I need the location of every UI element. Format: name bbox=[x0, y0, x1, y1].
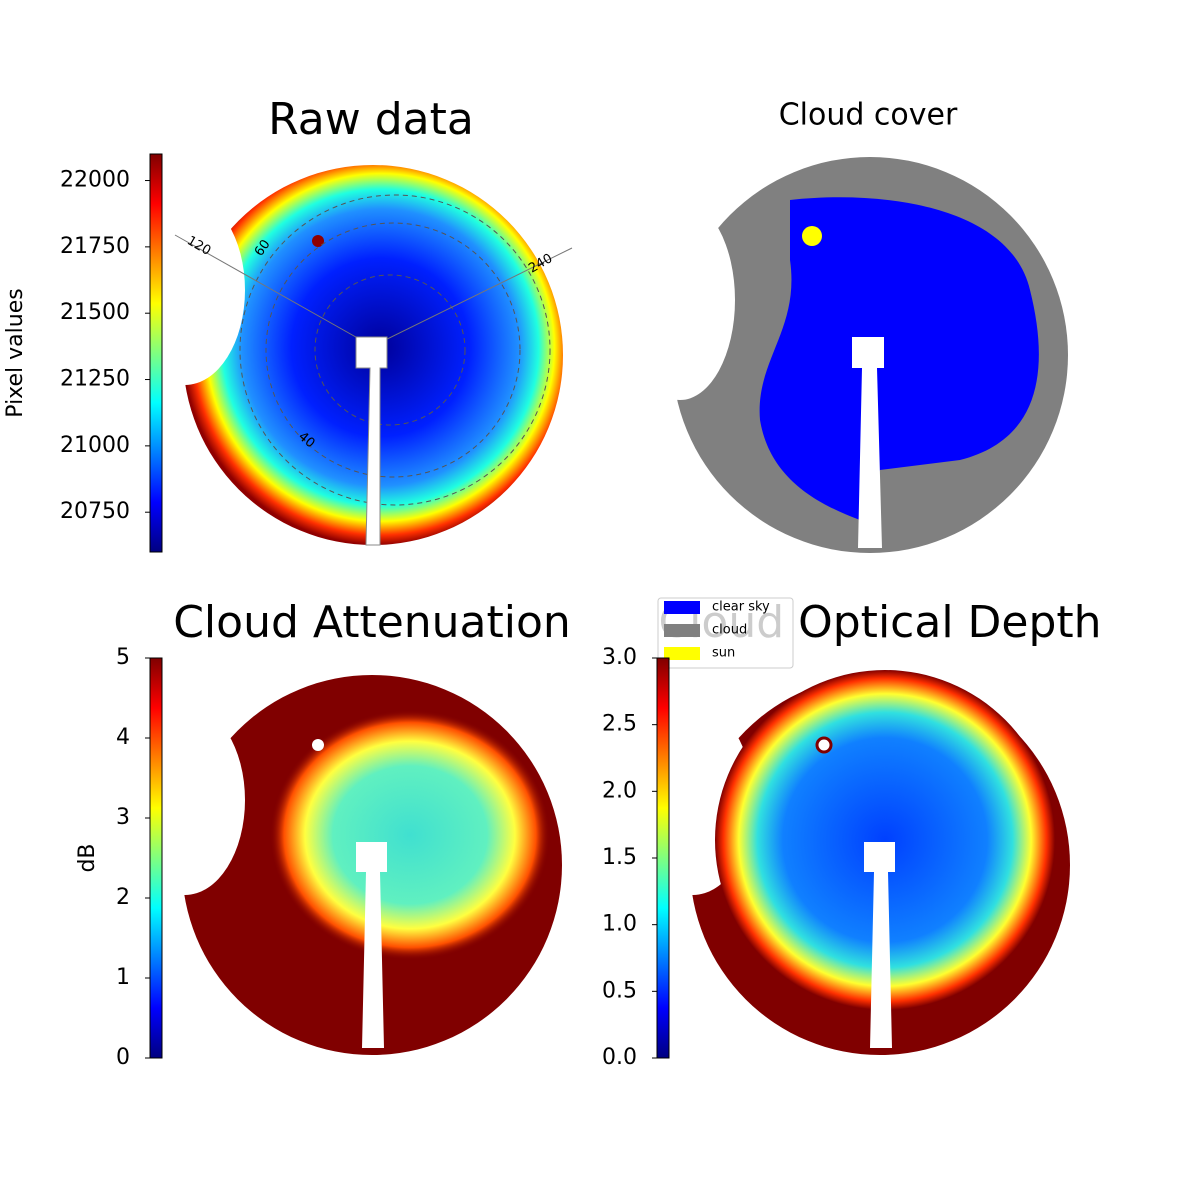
tick-label: 3.0 bbox=[602, 645, 637, 670]
tick-label: 0 bbox=[116, 1045, 130, 1070]
chart-title: Cloud cover bbox=[779, 98, 958, 133]
colorbar-label: Pixel values bbox=[3, 288, 28, 417]
tick-label: 0.5 bbox=[602, 978, 637, 1003]
optical-depth-image bbox=[633, 670, 1070, 1055]
legend-swatch bbox=[664, 647, 700, 660]
legend-label: cloud bbox=[712, 623, 747, 638]
tick-label: 0.0 bbox=[602, 1045, 637, 1070]
tick-label: 22000 bbox=[60, 168, 130, 193]
colorbar bbox=[656, 657, 670, 1059]
tick-label: 21250 bbox=[60, 367, 130, 392]
tick-label: 1 bbox=[116, 965, 130, 990]
tick-label: 21000 bbox=[60, 433, 130, 458]
raw-image: 120 60 240 40 bbox=[125, 165, 573, 546]
cloud-cover-image bbox=[625, 157, 1068, 553]
legend-swatch bbox=[664, 601, 700, 614]
legend-label: sun bbox=[712, 646, 735, 661]
colorbar-label: dB bbox=[75, 843, 100, 872]
colorbar bbox=[149, 153, 163, 553]
tick-label: 2.0 bbox=[602, 778, 637, 803]
colorbar bbox=[149, 657, 163, 1059]
legend: clear sky cloud sun bbox=[657, 597, 794, 669]
tick-label: 2.5 bbox=[602, 712, 637, 737]
tick-label: 20750 bbox=[60, 499, 130, 524]
chart-title: Cloud Attenuation bbox=[173, 597, 571, 648]
attenuation-image bbox=[125, 675, 562, 1055]
tick-label: 21500 bbox=[60, 300, 130, 325]
tick-label: 1.0 bbox=[602, 912, 637, 937]
legend-label: clear sky bbox=[712, 600, 770, 615]
tick-label: 5 bbox=[116, 645, 130, 670]
tick-label: 1.5 bbox=[602, 845, 637, 870]
tick-label: 4 bbox=[116, 725, 130, 750]
tick-label: 3 bbox=[116, 805, 130, 830]
tick-label: 2 bbox=[116, 885, 130, 910]
tick-label: 21750 bbox=[60, 234, 130, 259]
legend-swatch bbox=[664, 624, 700, 637]
chart-title: Raw data bbox=[268, 94, 474, 145]
